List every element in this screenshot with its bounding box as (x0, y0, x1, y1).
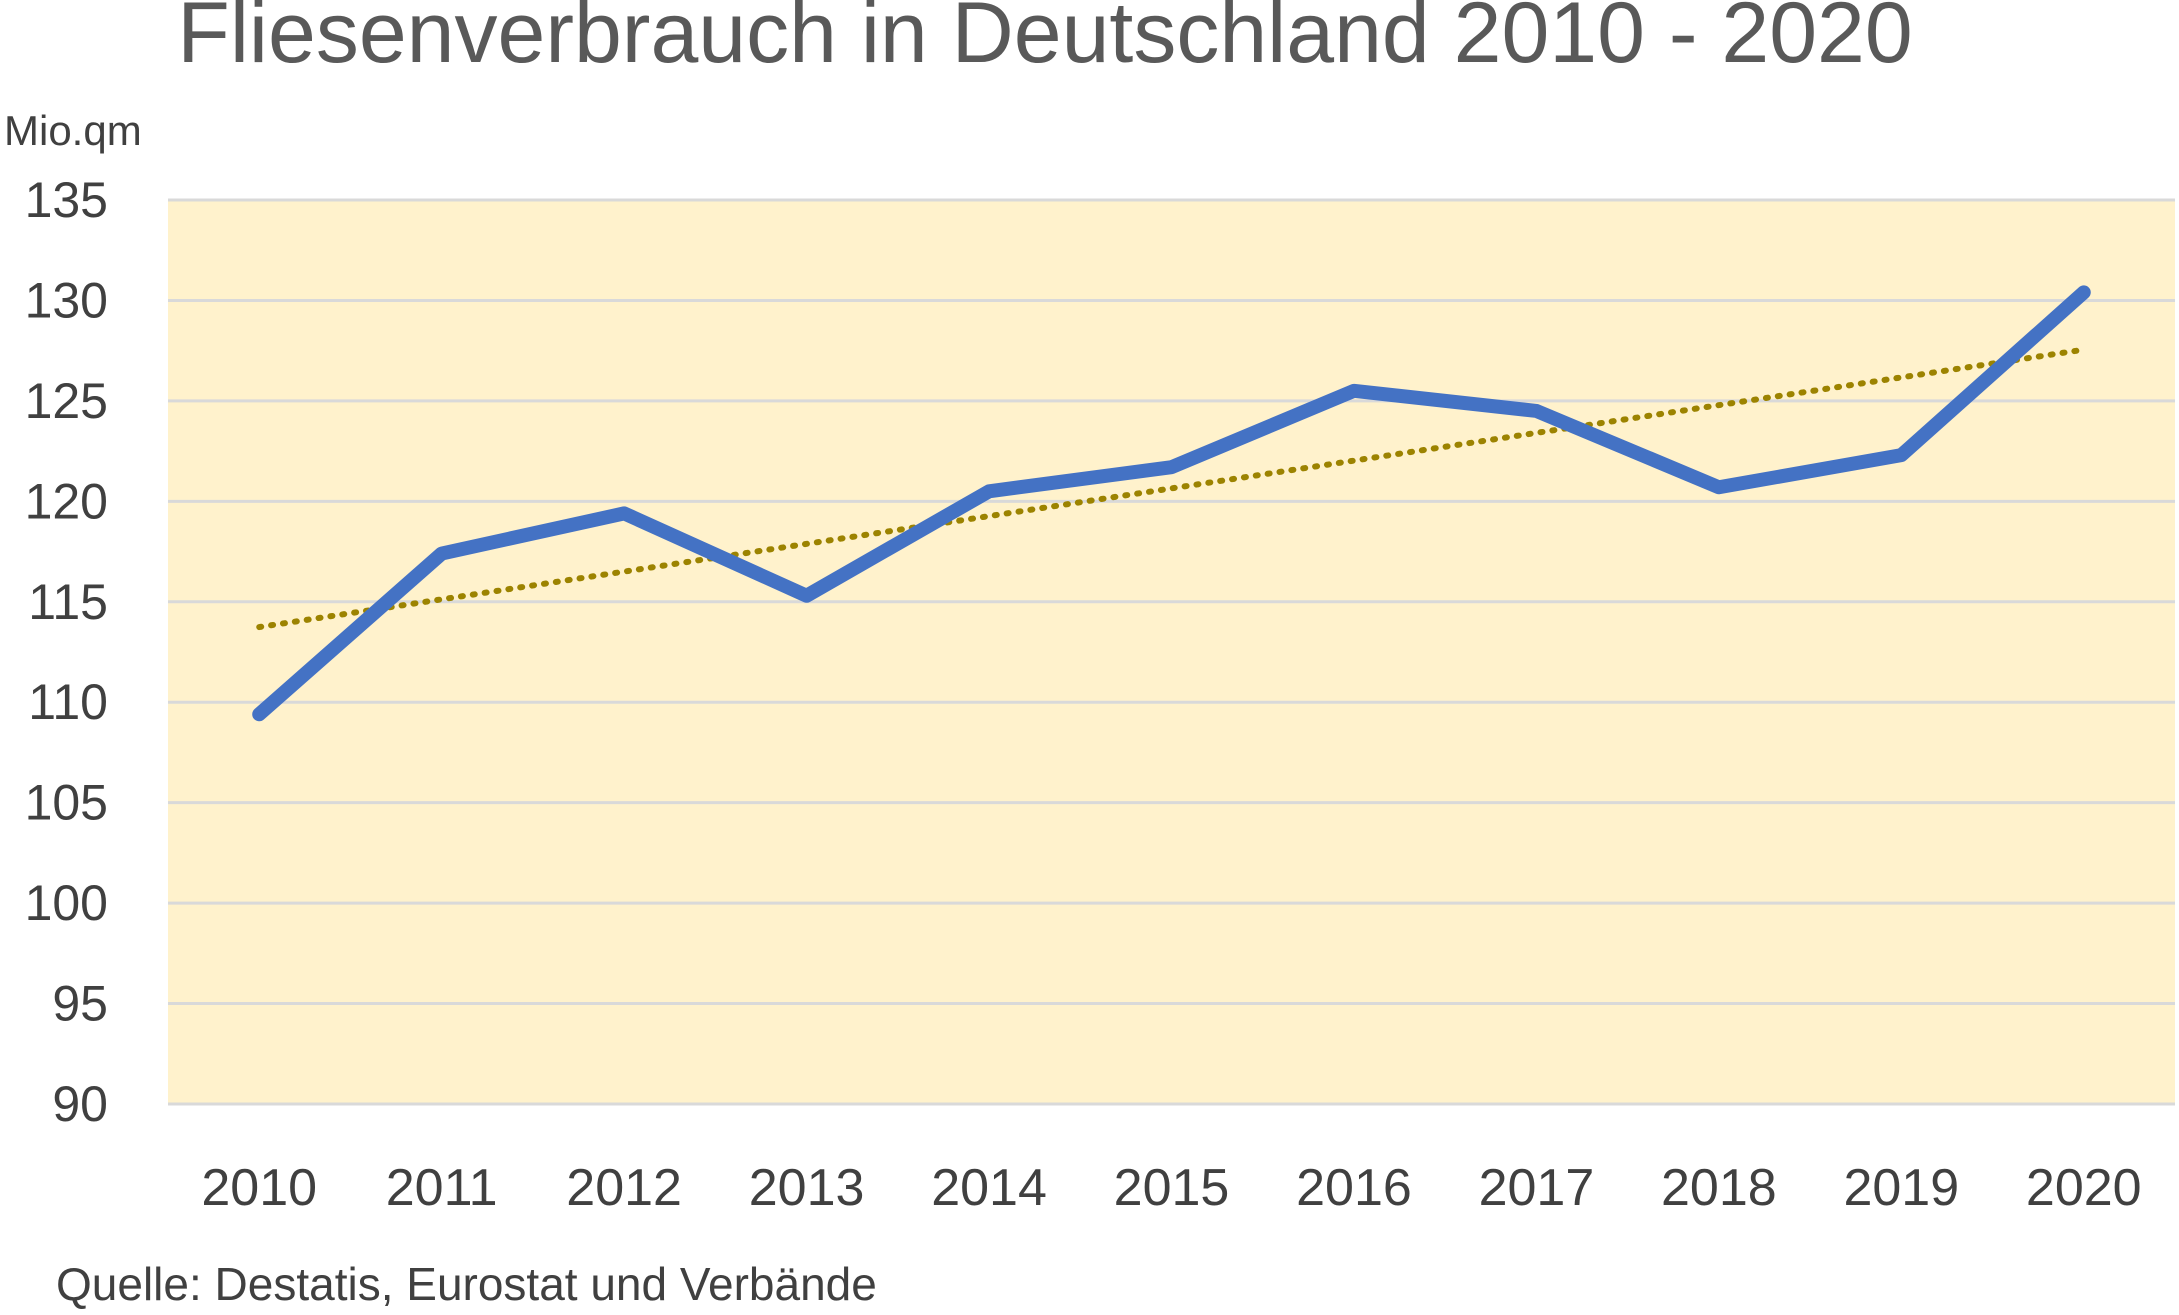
chart-title: Fliesenverbrauch in Deutschland 2010 - 2… (177, 0, 1912, 81)
x-tick-label: 2012 (566, 1159, 682, 1217)
data-point (258, 713, 260, 715)
plot-area (168, 200, 2175, 1104)
data-point (441, 553, 443, 555)
y-tick-label: 105 (25, 775, 108, 831)
y-tick-label: 135 (25, 172, 108, 228)
data-point (988, 490, 990, 492)
x-axis-ticks: 2010 2011 2012 2013 2014 2015 2016 2017 2018 2019… (201, 1159, 2141, 1217)
data-point (623, 512, 625, 514)
y-axis-unit-label: Mio.qm (4, 107, 142, 154)
y-tick-label: 95 (52, 976, 108, 1032)
data-point (2083, 291, 2085, 293)
y-tick-label: 125 (25, 373, 108, 429)
gridlines (168, 198, 2175, 1106)
source-note: Quelle: Destatis, Eurostat und Verbände (56, 1258, 877, 1310)
x-tick-label: 2010 (201, 1159, 317, 1217)
x-tick-label: 2013 (749, 1159, 865, 1217)
x-tick-label: 2019 (1843, 1159, 1959, 1217)
x-tick-label: 2015 (1114, 1159, 1230, 1217)
x-tick-label: 2014 (931, 1159, 1047, 1217)
y-tick-label: 110 (28, 674, 108, 730)
data-point (1718, 486, 1720, 488)
x-tick-label: 2018 (1661, 1159, 1777, 1217)
y-tick-label: 120 (25, 473, 108, 529)
data-point (806, 595, 808, 597)
x-tick-label: 2020 (2026, 1159, 2142, 1217)
y-tick-label: 90 (52, 1076, 108, 1132)
data-point (1535, 410, 1537, 412)
data-point (1900, 454, 1902, 456)
x-tick-label: 2011 (386, 1159, 498, 1217)
x-tick-label: 2017 (1479, 1159, 1595, 1217)
trendline (256, 346, 2087, 631)
data-point (1171, 466, 1172, 468)
data-points (258, 291, 2085, 715)
y-tick-label: 100 (25, 875, 108, 931)
y-tick-label: 115 (28, 574, 108, 630)
data-point (1353, 390, 1355, 392)
y-axis-ticks: 90 95 100 105 110 115 120 125 130 135 (25, 172, 108, 1132)
x-tick-label: 2016 (1296, 1159, 1412, 1217)
y-tick-label: 130 (25, 272, 108, 328)
